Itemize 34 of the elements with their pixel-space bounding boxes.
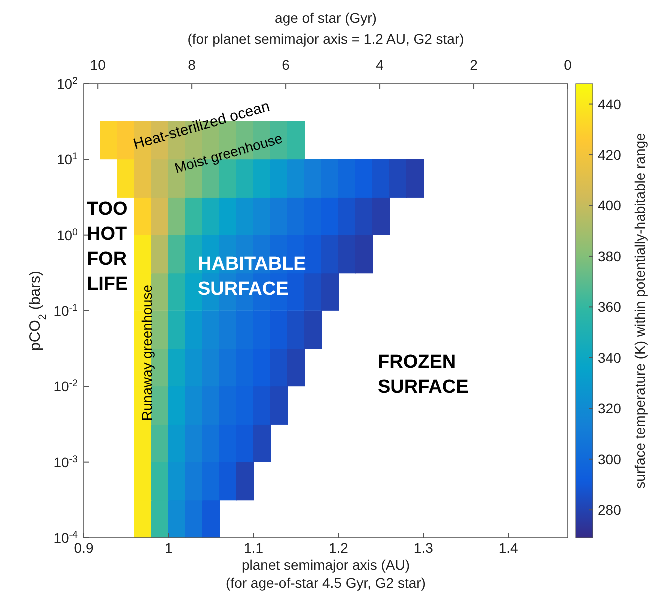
x-tick-label: 1.1 bbox=[244, 540, 264, 556]
y-tick-label: 10$^{0}$ bbox=[56, 226, 79, 244]
color-bar-label: 280 bbox=[598, 502, 622, 518]
y-tick-label: 10$^{2}$ bbox=[56, 76, 78, 92]
x-tick-label: 0.9 bbox=[74, 540, 94, 556]
color-bar-label: 320 bbox=[598, 400, 622, 417]
x2-tick-label: 6 bbox=[282, 57, 290, 73]
x-tick-label: 1.4 bbox=[498, 540, 519, 556]
y-tick-label: 10$^{1}$ bbox=[56, 151, 78, 168]
x2-tick-label: 0 bbox=[564, 57, 572, 73]
x2-axis-title: age of star (Gyr) (for planet semimajor axis = 1.2 AU, G2 star) bbox=[188, 10, 464, 47]
color-bar-label: 400 bbox=[598, 198, 622, 214]
color-bar-label: 420 bbox=[598, 147, 622, 164]
annotation: TOO HOT FOR LIFE bbox=[87, 199, 128, 295]
annotation: Runaway greenhouse bbox=[139, 284, 155, 422]
color-bar-label: 360 bbox=[598, 299, 622, 316]
x-axis-title: planet semimajor axis (AU) (for age-of-star 4.5 Gyr, G2 star) bbox=[226, 557, 426, 591]
x2-tick-label: 8 bbox=[188, 57, 196, 73]
color-bar-label: 340 bbox=[598, 350, 622, 366]
annotation: FROZEN SURFACE bbox=[378, 352, 469, 398]
color-bar-title: surface temperature (K) within potentially-habitable range bbox=[632, 132, 648, 489]
color-bar-label: 300 bbox=[598, 451, 622, 468]
y-tick-label: 10$^{-2}$ bbox=[54, 378, 78, 395]
y-tick-label: 10$^{-1}$ bbox=[54, 302, 78, 319]
annotation: HABITABLE SURFACE bbox=[198, 254, 306, 300]
x-tick-label: 1 bbox=[165, 540, 174, 556]
x2-tick-label: 2 bbox=[470, 57, 478, 73]
color-bar-label: 380 bbox=[598, 248, 622, 264]
x-tick-label: 1.3 bbox=[414, 540, 434, 556]
x2-tick-label: 4 bbox=[376, 57, 384, 73]
x-tick-label: 1.2 bbox=[329, 540, 349, 556]
y-tick-label: 10$^{-3}$ bbox=[54, 454, 79, 470]
x2-tick-label: 10 bbox=[90, 57, 106, 73]
color-bar-label: 440 bbox=[598, 96, 622, 112]
